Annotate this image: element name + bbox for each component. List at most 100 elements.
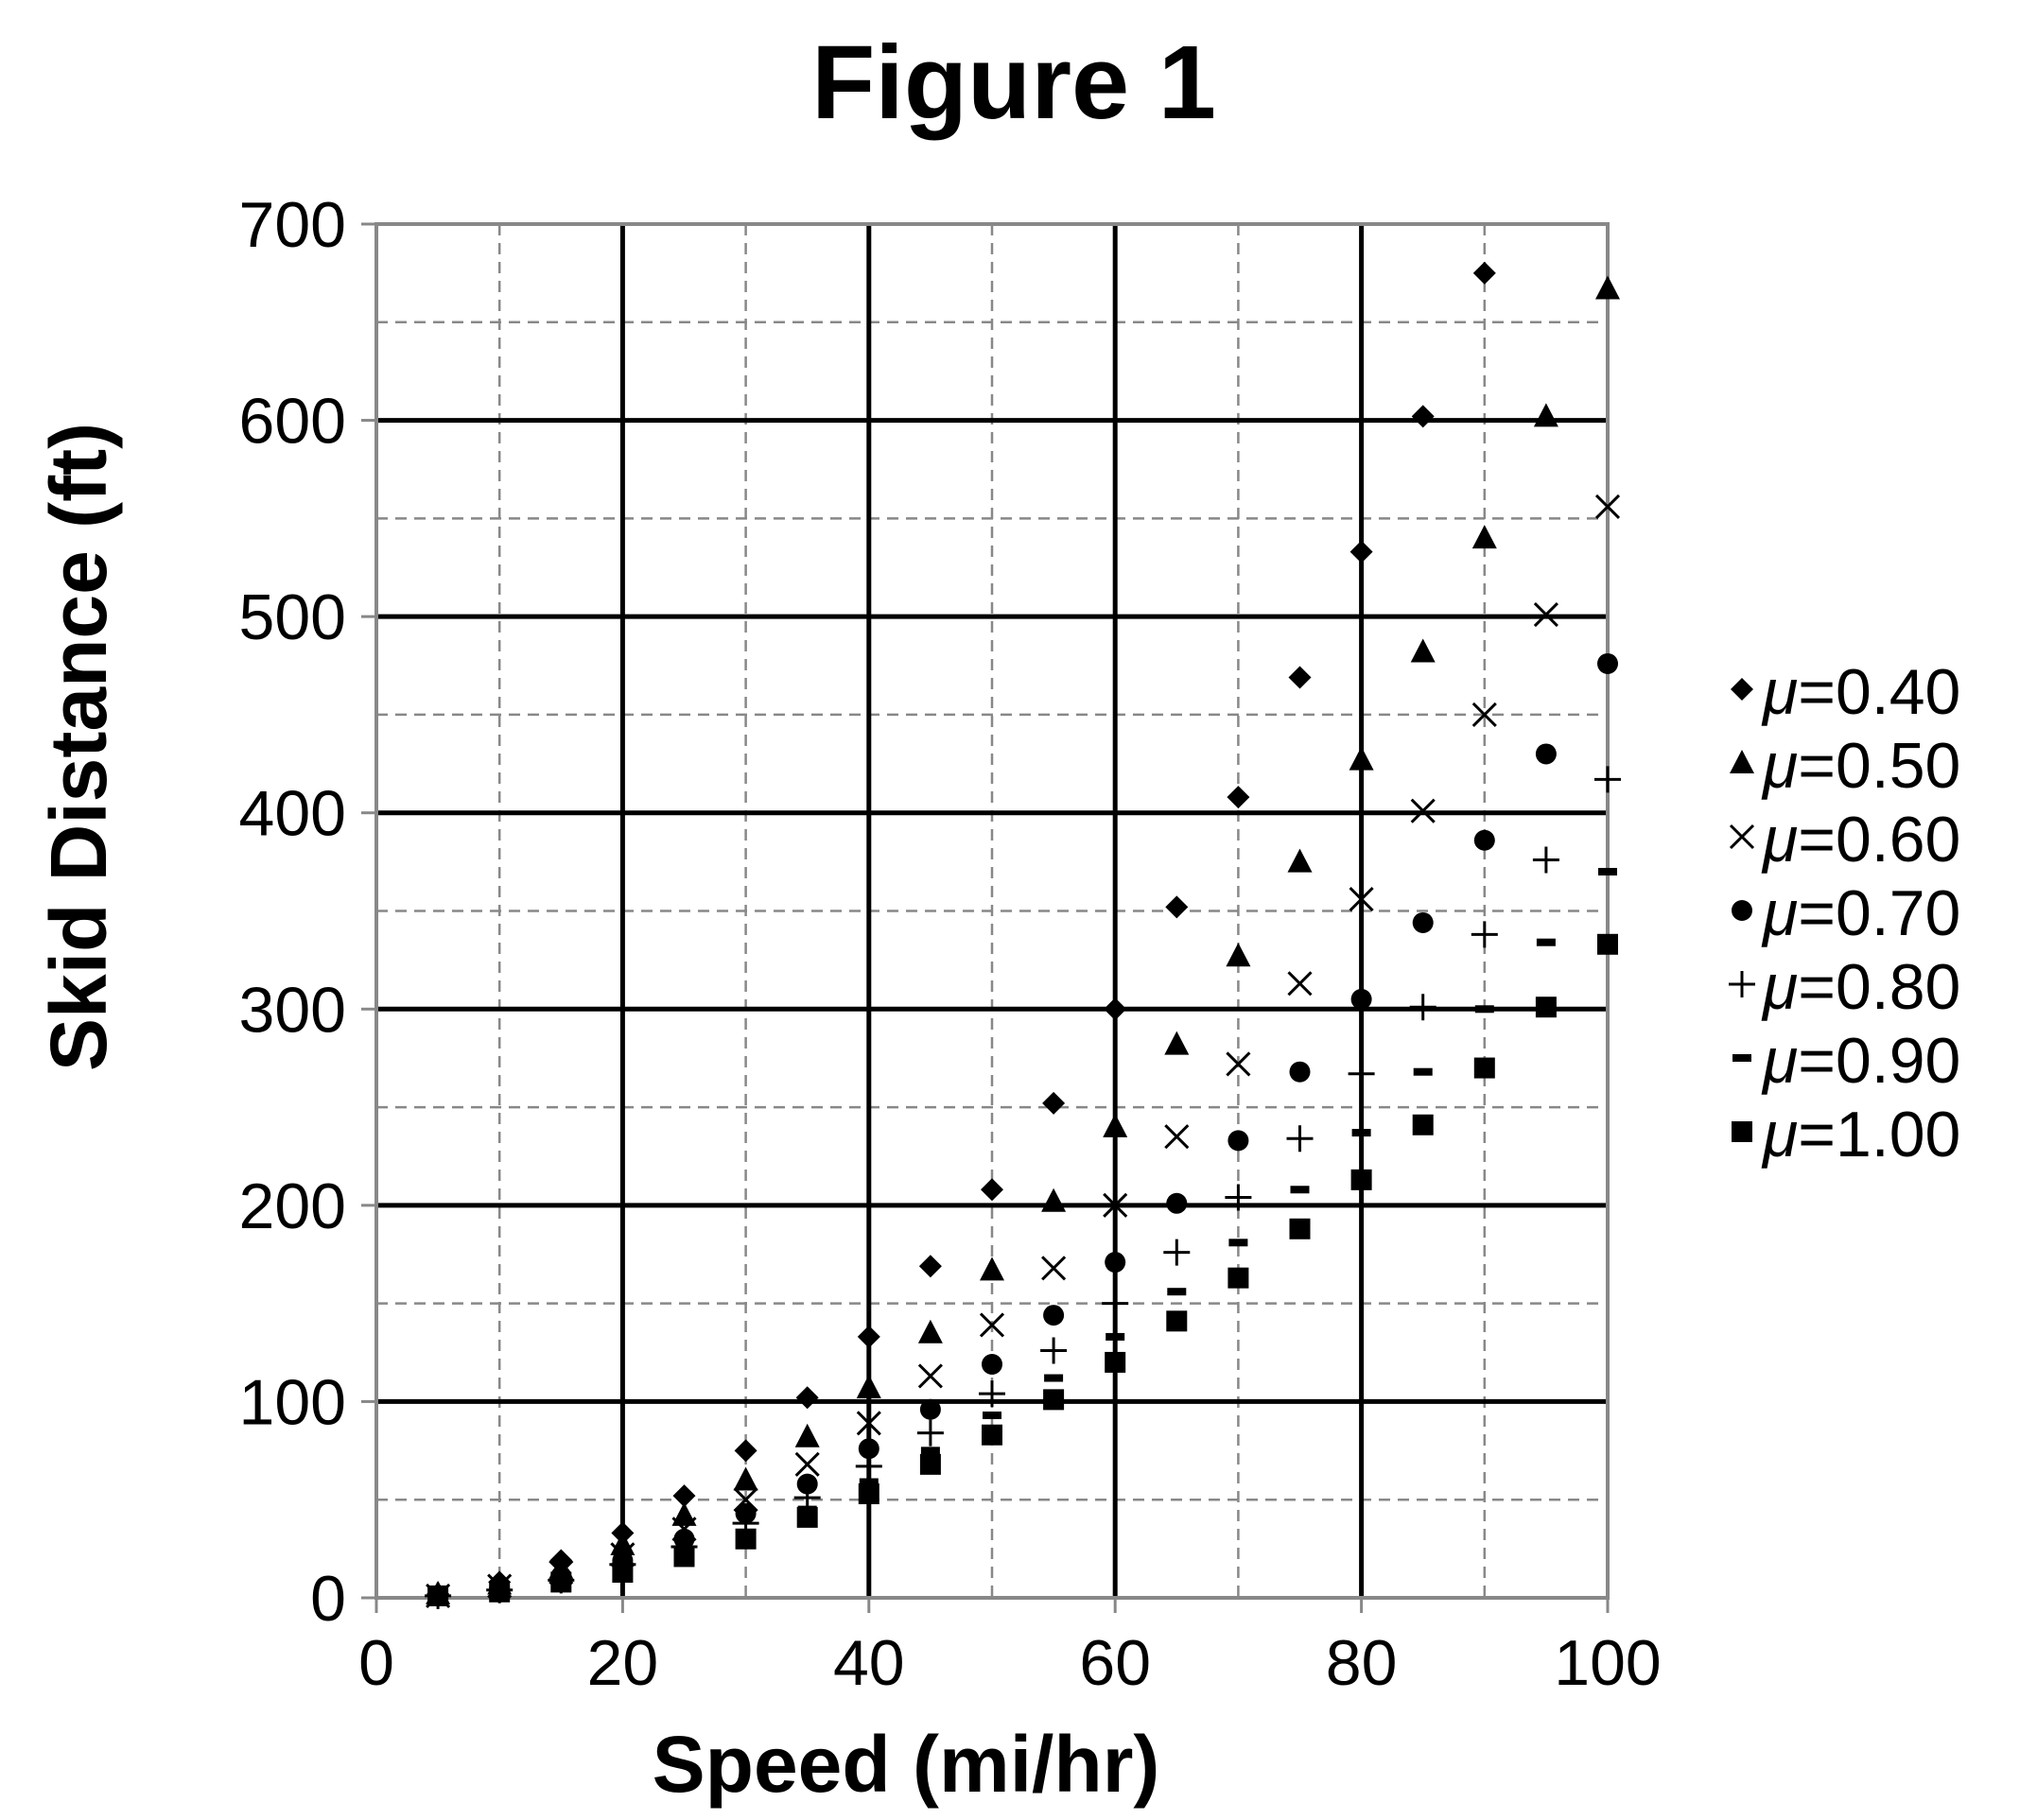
data-point-circle [1535,743,1557,765]
legend-marker-plus [1729,971,1755,997]
data-point-plus [1594,766,1621,793]
y-axis-ticks: 0 100 200 300 400 500 600 700 [239,189,376,1635]
legend-marker-diamond [1731,678,1753,701]
data-point-dash [1474,1005,1494,1014]
data-point-diamond [918,1255,942,1278]
y-tick-label: 500 [239,581,346,653]
legend-marker-square [1732,1121,1752,1142]
data-point-triangle [1164,1031,1190,1055]
data-point-cross [1226,1051,1251,1077]
data-point-triangle [794,1423,820,1447]
series-dash [428,867,1617,1600]
data-point-diamond [795,1386,819,1410]
data-point-square [1473,1057,1495,1079]
data-point-cross [1041,1256,1067,1281]
data-point-dash [1536,938,1556,946]
legend-mu-symbol: μ [1761,1099,1798,1170]
data-point-square [612,1562,634,1584]
data-point-circle [1227,1130,1249,1152]
data-point-circle [1412,911,1434,933]
x-tick-label: 0 [358,1627,394,1699]
y-tick-label: 100 [239,1366,346,1438]
legend-label: μ=1.00 [1761,1099,1960,1170]
data-point-cross [1471,702,1497,727]
data-point-triangle [1103,1113,1128,1137]
data-point-square [796,1506,818,1528]
x-tick-label: 20 [587,1627,659,1699]
data-point-diamond [672,1484,696,1508]
legend-mu-symbol: μ [1761,730,1798,802]
data-point-plus [1286,1125,1314,1153]
legend-label: μ=0.60 [1761,804,1960,875]
data-point-circle [1043,1305,1065,1326]
series-square [427,933,1618,1606]
data-point-dash [1290,1186,1310,1194]
data-point-diamond [1349,540,1373,563]
chart-title: Figure 1 [811,25,1216,141]
legend-value: =0.60 [1798,804,1960,875]
data-point-square [1166,1310,1188,1332]
data-point-cross [1410,798,1436,823]
legend-item: μ=1.00 [1732,1099,1960,1170]
data-point-diamond [981,1178,1003,1202]
data-point-cross [1594,494,1621,519]
legend-marker-dash [1732,1054,1751,1062]
data-point-plus [1409,994,1436,1021]
data-point-square [982,1424,1002,1446]
data-point-square [735,1528,757,1550]
data-point-dash [1228,1239,1248,1247]
data-point-circle [919,1398,941,1420]
legend-value: =0.50 [1798,730,1960,802]
data-point-dash [859,1478,879,1486]
data-point-plus [1102,1290,1129,1317]
y-tick-label: 0 [310,1563,346,1635]
data-point-circle [858,1438,879,1460]
x-tick-label: 100 [1554,1627,1661,1699]
data-point-plus [855,1452,882,1480]
data-point-plus [1040,1337,1068,1364]
y-tick-label: 600 [239,386,346,458]
data-point-diamond [1104,997,1127,1021]
legend-value: =0.80 [1798,951,1960,1023]
data-point-cross [917,1363,943,1389]
legend-label: μ=0.80 [1761,951,1960,1023]
data-point-dash [920,1447,940,1455]
data-point-diamond [1227,786,1250,809]
data-point-cross [794,1451,820,1477]
legend-value: =0.40 [1798,656,1960,728]
legend-mu-symbol: μ [1761,877,1798,949]
data-point-square [1043,1389,1065,1411]
data-point-cross [1287,971,1313,997]
data-point-diamond [1288,666,1312,689]
data-point-triangle [671,1501,697,1526]
series-cross [426,494,1621,1608]
data-point-plus [1532,846,1559,874]
legend-marker-triangle [1730,750,1754,773]
data-point-cross [1164,1124,1190,1150]
y-tick-label: 400 [239,778,346,850]
x-tick-label: 40 [833,1627,905,1699]
data-point-triangle [1410,638,1436,663]
data-point-triangle [1595,275,1620,300]
legend-mu-symbol: μ [1761,656,1798,728]
data-point-triangle [917,1319,943,1343]
data-point-square [858,1482,879,1504]
legend-label: μ=0.40 [1761,656,1960,728]
series-triangle [426,275,1620,1604]
legend-label: μ=0.90 [1761,1025,1960,1097]
data-point-circle [796,1473,818,1495]
data-point-circle [1597,652,1618,674]
x-tick-label: 80 [1326,1627,1398,1699]
data-point-square [1289,1218,1311,1239]
data-point-square [919,1453,941,1475]
data-point-dash [1598,867,1617,875]
data-point-plus [979,1380,1005,1408]
data-point-triangle [980,1257,1004,1281]
data-point-dash [1167,1288,1187,1296]
legend-item: μ=0.40 [1731,656,1960,728]
data-point-square [1412,1114,1434,1135]
data-point-diamond [1165,895,1189,919]
data-point-triangle [1287,848,1313,873]
data-point-plus [1163,1239,1191,1266]
legend-value: =1.00 [1798,1099,1960,1170]
